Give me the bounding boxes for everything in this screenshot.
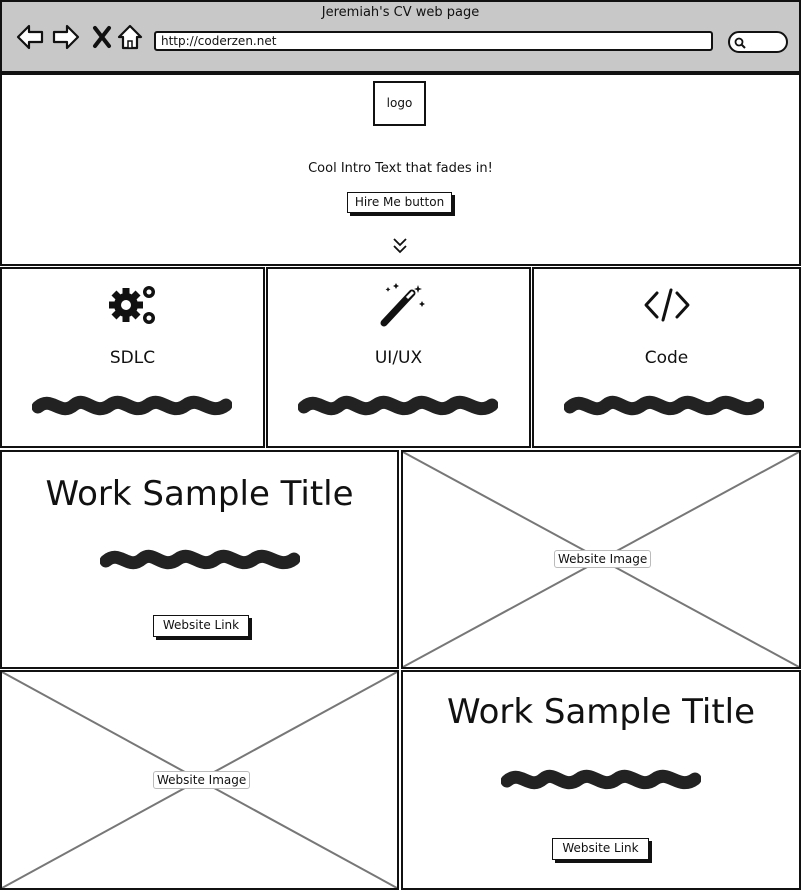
work-sample-card: Work Sample Title Website Link [401, 670, 801, 890]
website-image-placeholder: Website Image [401, 450, 801, 669]
service-card-sdlc: SDLC [0, 267, 265, 448]
search-box[interactable] [728, 31, 788, 53]
service-card-uiux: UI/UX [266, 267, 531, 448]
logo: logo [373, 81, 426, 126]
hire-me-button[interactable]: Hire Me button [347, 192, 452, 213]
work-sample-title: Work Sample Title [45, 474, 354, 514]
address-bar[interactable]: http://coderzen.net [154, 31, 713, 51]
code-icon [644, 288, 690, 322]
intro-text: Cool Intro Text that fades in! [308, 161, 493, 176]
service-title: SDLC [109, 348, 156, 368]
search-icon [734, 37, 746, 49]
placeholder-text-scribble [100, 549, 300, 570]
gears-icon [109, 286, 155, 324]
placeholder-text-scribble [564, 395, 764, 416]
home-icon[interactable] [115, 22, 145, 52]
service-title: UI/UX [374, 348, 423, 368]
forward-icon[interactable] [51, 22, 81, 52]
website-link-button[interactable]: Website Link [552, 838, 649, 860]
website-link-button[interactable]: Website Link [153, 615, 249, 637]
window-title: Jeremiah's CV web page [321, 5, 480, 20]
back-icon[interactable] [15, 22, 45, 52]
website-image-placeholder: Website Image [0, 670, 399, 890]
placeholder-text-scribble [32, 395, 232, 416]
double-chevron-down-icon[interactable] [385, 236, 415, 256]
close-icon[interactable] [88, 22, 118, 52]
service-card-code: Code [532, 267, 801, 448]
work-sample-title: Work Sample Title [446, 692, 756, 732]
work-sample-card: Work Sample Title Website Link [0, 450, 399, 669]
service-title: Code [644, 348, 689, 368]
placeholder-text-scribble [298, 395, 498, 416]
image-label: Website Image [153, 771, 251, 789]
magic-wand-icon [380, 283, 425, 327]
placeholder-text-scribble [501, 769, 701, 790]
image-label: Website Image [554, 550, 652, 568]
